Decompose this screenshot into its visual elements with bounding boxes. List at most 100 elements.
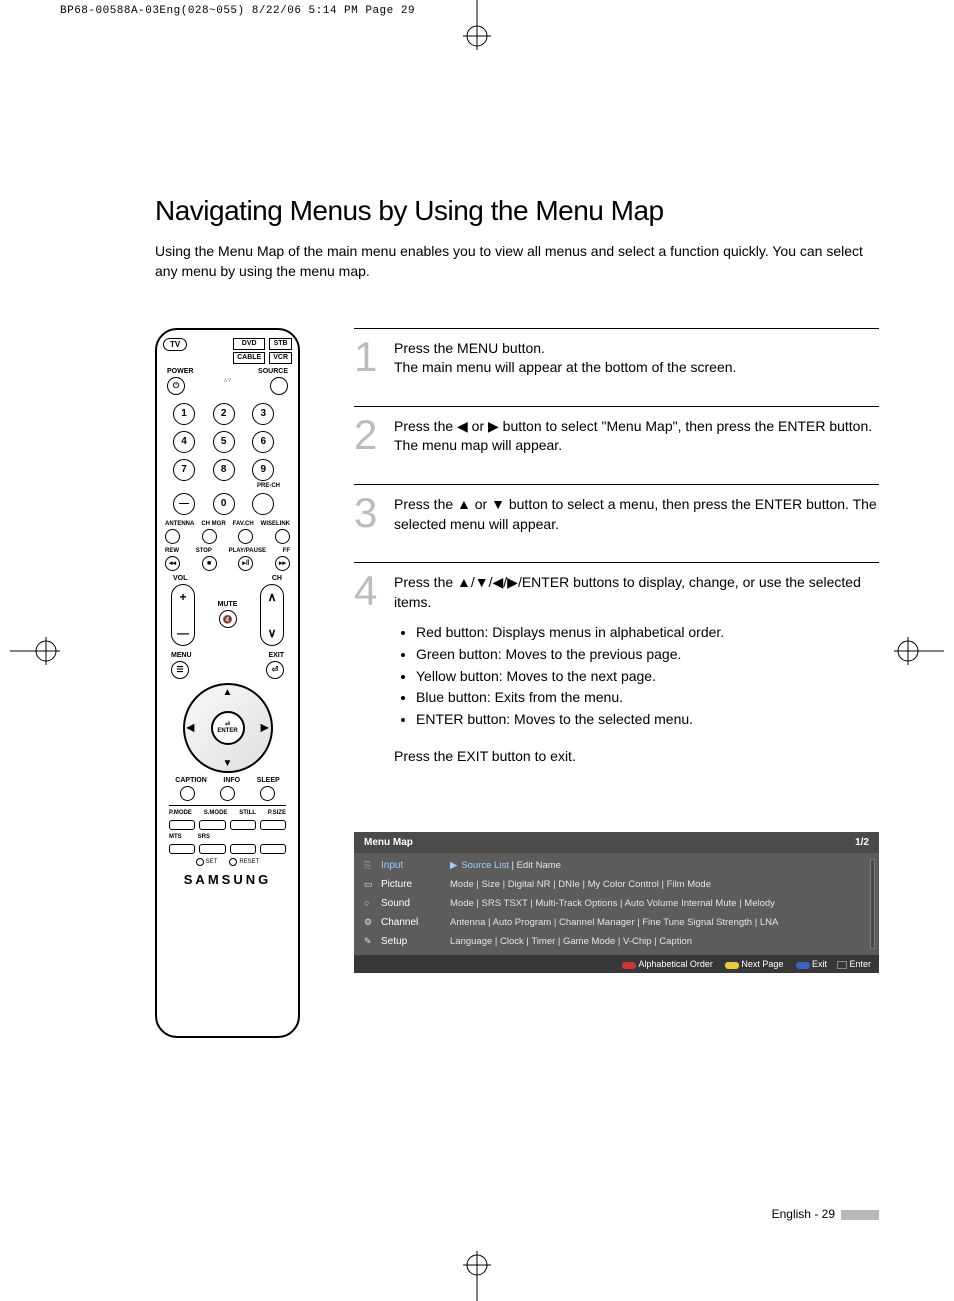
down-arrow-icon: ▼	[223, 758, 233, 769]
info-button	[220, 786, 235, 801]
osd-row: ○ Sound Mode | SRS TSXT | Multi-Track Opti…	[364, 895, 865, 914]
osd-row-label: Input	[381, 860, 403, 871]
osd-row-label: Channel	[381, 917, 418, 928]
chmgr-label: CH MGR	[201, 521, 225, 527]
crop-mark-left	[10, 626, 60, 676]
crop-mark-bottom	[452, 1251, 502, 1301]
stb-button: STB	[269, 338, 292, 350]
osd-row-icon: ⚙	[364, 917, 376, 928]
osd-row-label: Sound	[381, 898, 410, 909]
instruction-step: 1Press the MENU button.The main menu wil…	[354, 328, 879, 406]
blue-pill-icon	[796, 962, 810, 969]
dvd-button: DVD	[233, 338, 265, 350]
mts-button	[169, 844, 195, 854]
osd-row: ▭ Picture Mode | Size | Digital NR | DNIe …	[364, 876, 865, 895]
favch-button	[238, 529, 253, 544]
play-button: ▸‖	[238, 556, 253, 571]
step-number: 2	[354, 417, 380, 456]
instruction-step: 3 Press the ▲ or ▼ button to select a men…	[354, 484, 879, 562]
page-number: English - 29	[772, 1207, 879, 1221]
rew-label: REW	[165, 548, 179, 554]
menu-button: ☰	[171, 661, 189, 679]
favch-label: FAV.CH	[233, 521, 254, 527]
osd-row-icon: ▭	[364, 879, 376, 890]
osd-row-items: Language | Clock | Timer | Game Mode | V…	[450, 936, 865, 949]
psize-label: P.SIZE	[268, 810, 286, 816]
nav-ring: ▲ ▼ ◀ ▶ ⏎ENTER	[183, 683, 273, 773]
osd-title: Menu Map	[364, 837, 413, 848]
mute-label: MUTE	[218, 601, 238, 608]
osd-row-icon: ○	[364, 898, 376, 908]
pmode-button	[169, 820, 195, 830]
mts-label: MTS	[169, 834, 182, 840]
osd-row-icon: ✎	[364, 936, 376, 947]
up-arrow-icon: ▲	[223, 687, 233, 698]
num-2: 2	[213, 403, 235, 425]
num-7: 7	[173, 459, 195, 481]
exit-label: EXIT	[268, 652, 284, 659]
power-button: ⏻	[167, 377, 185, 395]
step-bullets: Red button: Displays menus in alphabetic…	[416, 622, 879, 730]
crop-mark-top	[452, 0, 502, 50]
osd-row-icon: ⎘	[364, 860, 376, 871]
crop-header: BP68-00588A-03Eng(028~055) 8/22/06 5:14 …	[60, 5, 415, 17]
left-arrow-icon: ◀	[187, 722, 195, 733]
stop-label: STOP	[196, 548, 212, 554]
info-label: INFO	[223, 777, 240, 784]
osd-row-label: Picture	[381, 879, 412, 890]
blank-button-2	[260, 844, 286, 854]
yellow-pill-icon	[725, 962, 739, 969]
step-number: 1	[354, 339, 380, 378]
osd-row: ⚙ Channel Antenna | Auto Program | Channel…	[364, 914, 865, 933]
osd-row: ⎘ Input ▶Source List | Edit Name	[364, 857, 865, 876]
step-number: 3	[354, 495, 380, 534]
set-label: SET	[206, 859, 218, 865]
dash-button: —	[173, 493, 195, 515]
psize-button	[260, 820, 286, 830]
sleep-button	[260, 786, 275, 801]
osd-foot-alpha: Alphabetical Order	[638, 959, 713, 969]
caption-button	[180, 786, 195, 801]
osd-row-items: Antenna | Auto Program | Channel Manager…	[450, 917, 865, 930]
brand-label: SAMSUNG	[163, 872, 292, 887]
bullet-item: Blue button: Exits from the menu.	[416, 687, 879, 709]
mute-button: 🔇	[219, 610, 237, 628]
enter-label: ENTER	[217, 728, 237, 734]
bullet-item: Yellow button: Moves to the next page.	[416, 666, 879, 688]
srs-label: SRS	[198, 834, 210, 840]
stop-button: ■	[202, 556, 217, 571]
cable-button: CABLE	[233, 352, 265, 364]
page-title: Navigating Menus by Using the Menu Map	[155, 195, 879, 227]
num-1: 1	[173, 403, 195, 425]
osd-scrollbar	[870, 859, 875, 949]
osd-screenshot: Menu Map1/2 ⎘Input▶Source List | Edit Na…	[354, 832, 879, 973]
rew-button: ◂◂	[165, 556, 180, 571]
num-3: 3	[252, 403, 274, 425]
source-label: SOURCE	[258, 368, 288, 375]
vcr-button: VCR	[269, 352, 292, 364]
chmgr-button	[202, 529, 217, 544]
antenna-button	[165, 529, 180, 544]
osd-foot-next: Next Page	[741, 959, 783, 969]
ch-label: CH	[272, 575, 282, 582]
red-pill-icon	[622, 962, 636, 969]
still-label: STILL	[239, 810, 256, 816]
instruction-step: 2Press the ◀ or ▶ button to select "Menu…	[354, 406, 879, 484]
osd-row-items: ▶Source List | Edit Name	[450, 860, 865, 873]
osd-foot-enter: Enter	[849, 959, 871, 969]
bullet-item: ENTER button: Moves to the selected menu…	[416, 709, 879, 731]
osd-row-items: Mode | SRS TSXT | Multi-Track Options | …	[450, 898, 865, 911]
crop-mark-right	[894, 626, 944, 676]
ff-button: ▸▸	[275, 556, 290, 571]
menu-label: MENU	[171, 652, 192, 659]
osd-row-label: Setup	[381, 936, 407, 947]
ch-rocker: ∧∨	[260, 584, 284, 646]
exit-line: Press the EXIT button to exit.	[394, 747, 879, 767]
pmode-label: P.MODE	[169, 810, 192, 816]
prech-button	[252, 493, 274, 515]
sleep-label: SLEEP	[257, 777, 280, 784]
antenna-label: ANTENNA	[165, 521, 194, 527]
step-text: Press the ▲ or ▼ button to select a menu…	[394, 495, 879, 534]
blank-button-1	[230, 844, 256, 854]
osd-row-items: Mode | Size | Digital NR | DNIe | My Col…	[450, 879, 865, 892]
